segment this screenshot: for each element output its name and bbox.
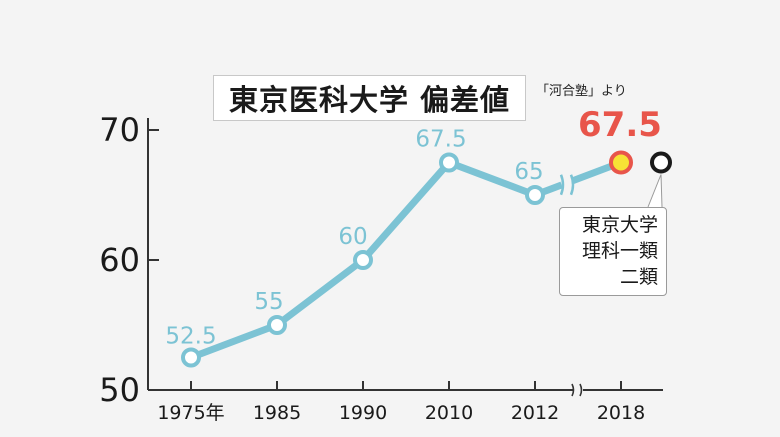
y-tick-label: 60 bbox=[99, 241, 140, 279]
data-point bbox=[353, 250, 373, 270]
data-label: 55 bbox=[254, 289, 283, 315]
x-tick-label: 2010 bbox=[425, 402, 473, 424]
callout-line-2: 理科一類 bbox=[581, 240, 658, 262]
x-tick-label: 1990 bbox=[339, 402, 387, 424]
x-axis-break-mark bbox=[579, 383, 583, 397]
data-label: 67.5 bbox=[415, 127, 466, 153]
callout-line-1: 東京大学 bbox=[581, 214, 658, 236]
x-axis-break-gap bbox=[573, 383, 583, 397]
data-point bbox=[439, 152, 459, 173]
data-label: 60 bbox=[338, 224, 367, 250]
y-tick-label: 70 bbox=[99, 111, 140, 149]
x-tick-label: 2018 bbox=[597, 402, 645, 424]
x-tick-label: 1985 bbox=[253, 402, 301, 424]
highlight-value: 67.5 bbox=[578, 105, 662, 145]
y-tick-label: 50 bbox=[99, 371, 140, 409]
x-axis-break-mark bbox=[571, 383, 575, 397]
x-tick-label: 2012 bbox=[511, 402, 559, 424]
data-point bbox=[267, 315, 287, 335]
data-label: 65 bbox=[514, 159, 543, 185]
callout-pointer bbox=[647, 174, 663, 208]
data-point bbox=[181, 347, 201, 368]
series-line bbox=[187, 159, 625, 361]
line-break-mark bbox=[569, 174, 575, 196]
highlight-point bbox=[609, 150, 633, 175]
x-tick-label: 1975年 bbox=[157, 402, 224, 424]
data-point bbox=[525, 185, 545, 205]
callout-line-3: 二類 bbox=[619, 266, 658, 288]
line-break-mark bbox=[559, 174, 565, 196]
source-note: 「河合塾」より bbox=[536, 84, 627, 99]
comparison-callout: 東京大学 理科一類 二類 bbox=[559, 207, 667, 296]
data-label: 52.5 bbox=[165, 324, 216, 350]
comparison-point bbox=[650, 151, 672, 174]
chart-title: 東京医科大学 偏差値 bbox=[213, 75, 526, 121]
